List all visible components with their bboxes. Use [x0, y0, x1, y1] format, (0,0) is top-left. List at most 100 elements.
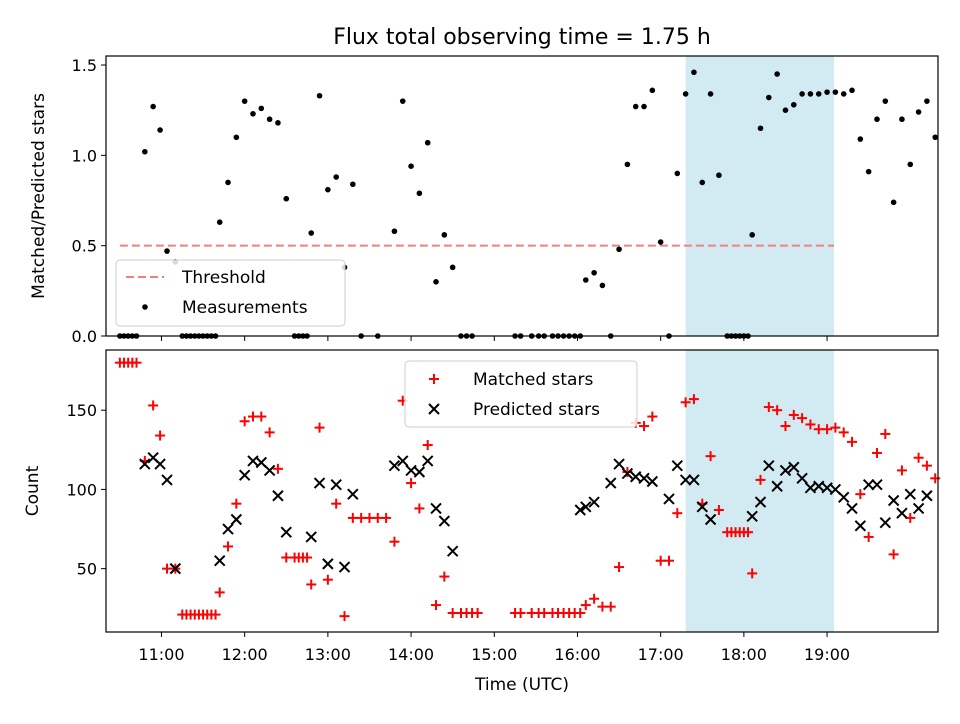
data-point — [439, 571, 450, 582]
data-point — [913, 452, 924, 463]
legend-measurements-label: Measurements — [182, 298, 308, 318]
data-point — [338, 561, 351, 573]
data-point — [797, 413, 808, 424]
data-point — [747, 568, 758, 579]
data-point — [154, 458, 166, 470]
data-point — [771, 480, 783, 492]
data-point — [322, 574, 333, 585]
data-point — [210, 609, 221, 620]
data-point — [857, 136, 864, 142]
data-point — [472, 607, 483, 618]
x-tick-label: 12:00 — [222, 645, 268, 664]
data-point — [912, 502, 925, 515]
data-point — [399, 98, 406, 104]
data-point — [331, 498, 342, 509]
data-point — [283, 195, 290, 202]
data-point — [430, 502, 442, 515]
data-point — [599, 282, 606, 289]
data-point — [433, 279, 439, 285]
shaded-span — [685, 56, 834, 336]
data-point — [614, 562, 625, 573]
data-point — [157, 127, 163, 133]
data-point — [272, 463, 283, 474]
data-point — [641, 103, 647, 110]
data-point — [416, 190, 423, 197]
data-point — [915, 109, 922, 115]
data-point — [638, 472, 650, 485]
data-point — [515, 607, 526, 618]
data-point — [431, 600, 442, 611]
data-point — [840, 91, 847, 97]
data-point — [899, 116, 905, 123]
data-point — [308, 230, 315, 236]
x-axis-label: Time (UTC) — [474, 675, 569, 695]
data-point — [896, 465, 907, 476]
data-point — [779, 464, 792, 477]
data-point — [746, 510, 758, 523]
data-point — [164, 248, 170, 254]
data-point — [438, 515, 451, 527]
shaded-span — [685, 350, 834, 632]
data-point — [743, 527, 754, 538]
data-point — [805, 419, 816, 430]
data-point — [788, 409, 799, 420]
data-point — [574, 504, 586, 516]
data-point — [216, 219, 223, 225]
plot-frame — [105, 349, 939, 633]
data-point — [882, 98, 889, 104]
data-point — [280, 526, 292, 538]
data-point — [413, 466, 426, 478]
data-point — [441, 232, 448, 238]
data-point — [649, 87, 656, 94]
data-point — [347, 488, 359, 500]
data-point — [671, 459, 684, 472]
data-point — [862, 478, 875, 491]
data-point — [674, 170, 681, 177]
data-point — [830, 422, 841, 433]
data-point — [846, 502, 858, 515]
data-point — [854, 520, 867, 532]
data-point — [161, 474, 173, 486]
data-point — [391, 228, 398, 235]
data-point — [424, 139, 431, 146]
data-point — [688, 394, 699, 405]
data-point — [755, 474, 766, 485]
data-point — [707, 91, 714, 97]
data-point — [223, 541, 234, 552]
data-point — [322, 558, 334, 570]
y-tick-label: 1.0 — [72, 146, 97, 165]
data-point — [713, 505, 724, 516]
data-point — [822, 424, 833, 435]
data-point — [837, 491, 850, 504]
data-point — [863, 531, 874, 542]
data-point — [421, 455, 434, 467]
bottom-plot: 50 100 150 Count 11:00 12:00 13:00 14:00 15:00 16… — [23, 349, 941, 664]
data-point — [807, 91, 814, 97]
data-point — [397, 455, 409, 467]
data-point — [763, 459, 775, 472]
data-point — [704, 513, 717, 526]
data-point — [632, 103, 639, 110]
legend: Threshold Measurements — [115, 259, 346, 327]
data-point — [580, 501, 592, 513]
data-point — [389, 536, 400, 547]
data-point — [275, 120, 281, 126]
x-tick-label: 16:00 — [554, 645, 600, 664]
data-point — [302, 552, 313, 563]
legend-threshold-label: Threshold — [181, 268, 266, 288]
data-point — [580, 600, 591, 611]
x-tick-label: 15:00 — [471, 645, 517, 664]
data-point — [588, 496, 600, 508]
data-point — [924, 98, 930, 104]
legend: Matched stars Predicted stars — [404, 360, 638, 428]
data-point — [148, 400, 159, 411]
x-tick-label: 13:00 — [305, 645, 351, 664]
x-tick-label: 18:00 — [721, 645, 767, 664]
data-point — [305, 531, 317, 543]
data-point — [613, 458, 625, 470]
data-point — [313, 477, 326, 489]
x-tick-label: 11:00 — [138, 645, 184, 664]
data-point — [238, 469, 251, 481]
data-point — [921, 460, 932, 471]
data-point — [225, 179, 231, 186]
